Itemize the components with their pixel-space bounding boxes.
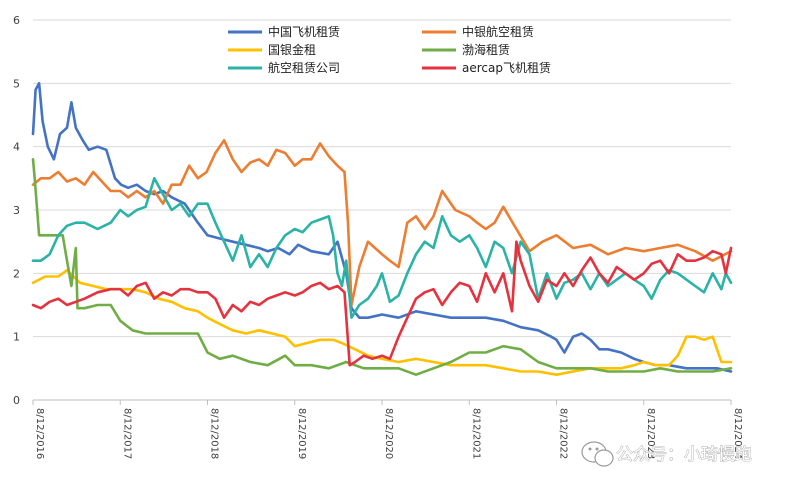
series-line-0 (31, 82, 733, 373)
watermark: 公众号：小琦慢跑 (581, 441, 752, 467)
series-line-5 (31, 240, 733, 367)
series-lines (31, 82, 733, 376)
y-tick-label: 0 (13, 394, 20, 407)
x-axis-tick-labels: 8/12/2016 8/12/2017 8/12/2018 8/12/2019 8/12… (32, 400, 743, 459)
y-tick-label: 2 (13, 267, 20, 280)
x-tick-label: 8/12/2022 (558, 408, 569, 459)
y-tick-label: 6 (13, 14, 20, 27)
x-tick-label: 8/12/2024 (732, 408, 743, 459)
x-tick-label: 8/12/2023 (645, 408, 656, 459)
y-axis-tick-labels: 0 1 2 3 4 5 6 (13, 14, 20, 407)
x-tick-label: 8/12/2018 (209, 408, 220, 459)
legend-label-1: 中银航空租赁 (462, 24, 534, 39)
x-tick-label: 8/12/2021 (470, 408, 481, 459)
legend-label-3: 渤海租赁 (462, 42, 510, 57)
legend-label-0: 中国飞机租赁 (268, 24, 340, 39)
watermark-text: 公众号：小琦慢跑 (616, 444, 752, 465)
legend-label-2: 国银金租 (268, 42, 316, 57)
legend-label-4: 航空租赁公司 (268, 60, 340, 75)
x-tick-label: 8/12/2020 (383, 408, 394, 459)
y-tick-label: 3 (13, 204, 20, 217)
x-tick-label: 8/12/2016 (34, 408, 45, 459)
series-line-2 (31, 268, 733, 376)
series-line-1 (31, 139, 733, 307)
x-tick-label: 8/12/2017 (121, 408, 132, 459)
series-line-3 (31, 158, 733, 376)
wechat-bubble-icon (581, 441, 614, 467)
x-tick-label: 8/12/2019 (296, 408, 307, 459)
y-tick-label: 1 (13, 331, 20, 344)
y-tick-label: 5 (13, 77, 20, 90)
series-line-4 (31, 177, 733, 319)
y-tick-label: 4 (13, 141, 20, 154)
legend-label-5: aercap飞机租赁 (462, 61, 551, 75)
